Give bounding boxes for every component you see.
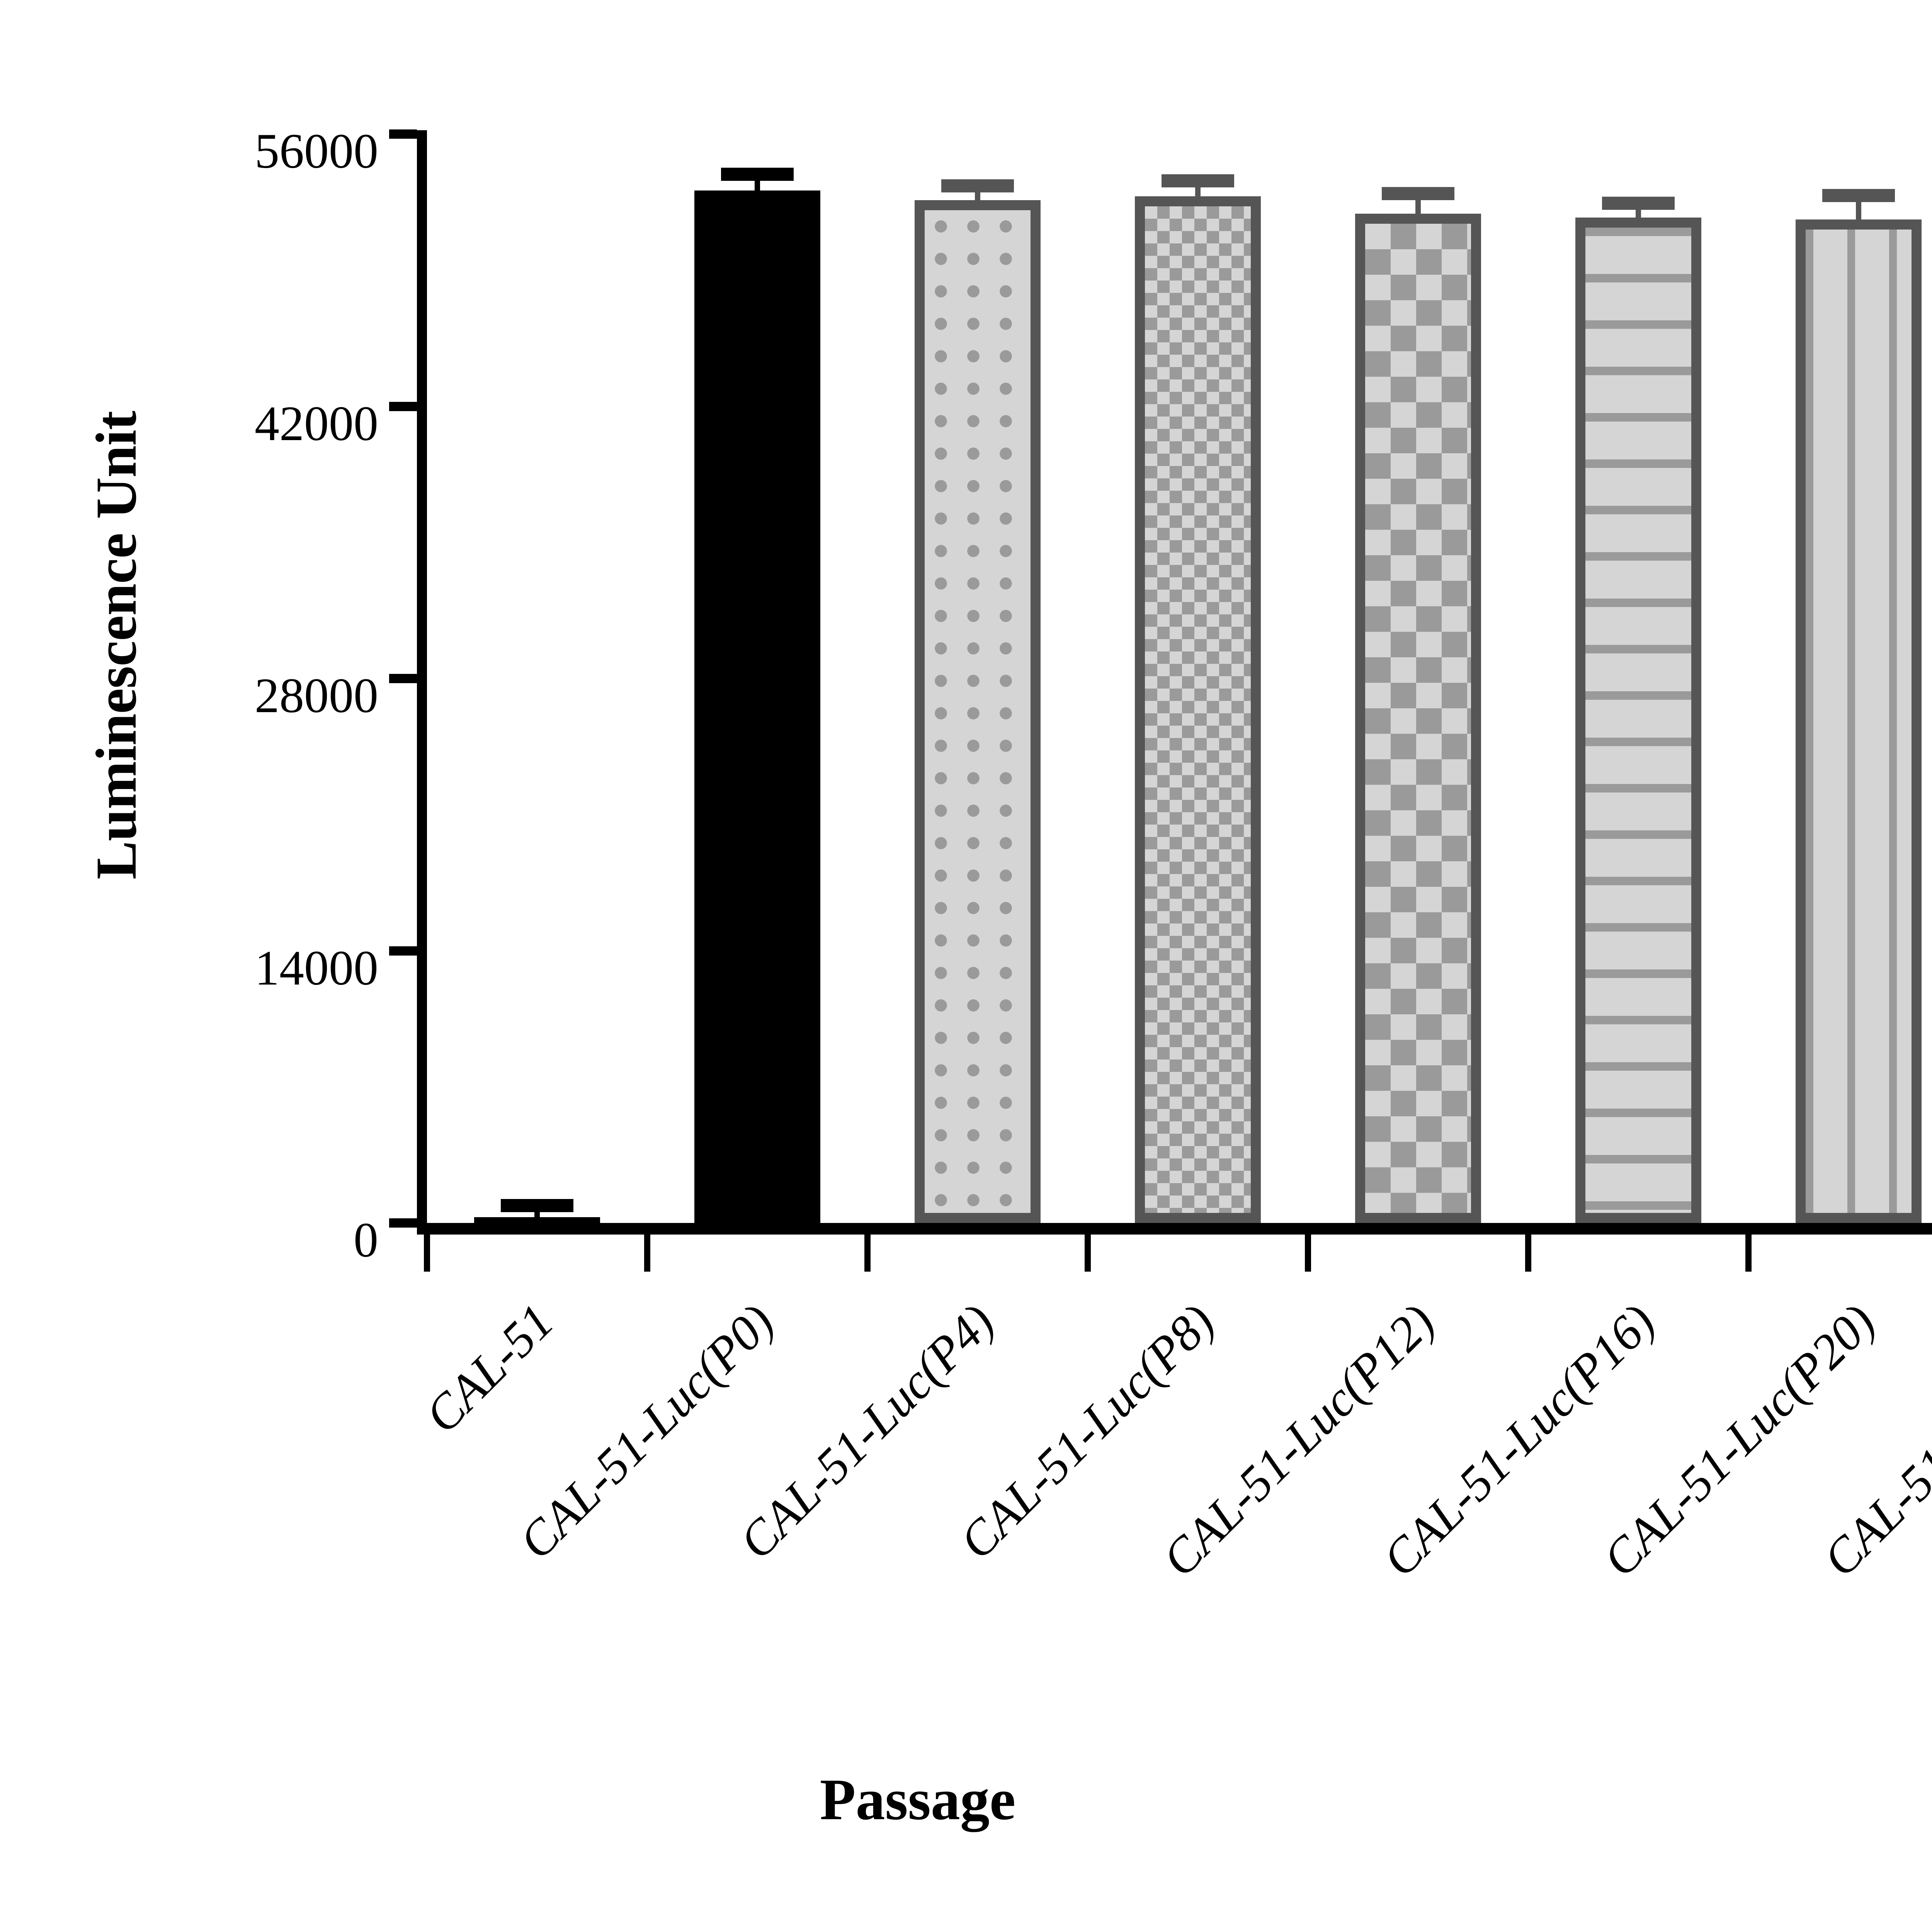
error-bar-cap <box>941 179 1014 192</box>
x-axis-tick <box>864 1235 871 1272</box>
bar-fill <box>474 1217 600 1223</box>
error-bar-cap <box>1162 174 1234 188</box>
error-bar-cap <box>1602 197 1675 210</box>
y-axis-title: Luminescence Unit <box>84 201 148 1090</box>
error-bar-cap <box>1382 187 1454 201</box>
x-axis-title: Passage <box>820 1767 1016 1832</box>
error-bar-cap <box>501 1199 573 1213</box>
bar-fill <box>1135 196 1261 1223</box>
error-bar-stem <box>1415 200 1421 214</box>
x-axis-tick <box>1525 1235 1531 1272</box>
error-bar-stem <box>1856 202 1861 220</box>
y-axis-line <box>417 130 427 1227</box>
error-bar-stem <box>755 180 760 190</box>
x-axis-category-label: CAL-51 <box>414 1293 564 1443</box>
error-bar-stem <box>1636 210 1641 218</box>
x-axis-tick <box>644 1235 650 1272</box>
y-axis-title-text: Luminescence Unit <box>84 411 148 880</box>
y-axis-tick <box>389 946 417 956</box>
error-bar-cap <box>1822 189 1895 202</box>
bar[interactable] <box>915 200 1041 1223</box>
x-axis-category-label: CAL-51-Luc(P12) <box>1151 1293 1445 1587</box>
x-axis-category-label: CAL-51-Luc(P4) <box>729 1293 1005 1570</box>
x-axis-tick <box>1085 1235 1091 1272</box>
y-axis-tick <box>389 129 417 139</box>
x-axis-tick <box>1745 1235 1752 1272</box>
error-bar-stem <box>534 1212 540 1217</box>
error-bar-cap <box>721 167 794 181</box>
x-axis-tick <box>424 1235 430 1272</box>
y-axis-tick <box>389 674 417 683</box>
bar-fill <box>1575 218 1701 1223</box>
plot-area: 0 14000 28000 42000 56000 <box>255 126 1932 1272</box>
bar[interactable] <box>694 190 820 1223</box>
bar[interactable] <box>1135 196 1261 1223</box>
x-axis-category-label: CAL-51-Luc(P8) <box>949 1293 1225 1570</box>
x-axis-category-label: CAL-51-Luc(P16) <box>1372 1293 1665 1587</box>
x-axis-category-label: CAL-51-Luc(P20) <box>1592 1293 1886 1587</box>
y-axis-tick <box>389 1218 417 1228</box>
x-axis-line <box>417 1223 1932 1235</box>
error-bar-stem <box>975 192 980 201</box>
bar-fill <box>915 200 1041 1223</box>
bar[interactable] <box>1796 219 1922 1223</box>
bar[interactable] <box>474 1217 600 1223</box>
error-bar-stem <box>1195 187 1201 197</box>
x-axis-tick <box>1305 1235 1311 1272</box>
x-axis-category-label: CAL-51-Luc(P0) <box>509 1293 784 1570</box>
bar[interactable] <box>1355 214 1481 1223</box>
bar-fill <box>1796 219 1922 1223</box>
y-axis-tick <box>389 401 417 411</box>
bar-fill <box>694 190 820 1223</box>
bar-fill <box>1355 214 1481 1223</box>
bar[interactable] <box>1575 218 1701 1223</box>
